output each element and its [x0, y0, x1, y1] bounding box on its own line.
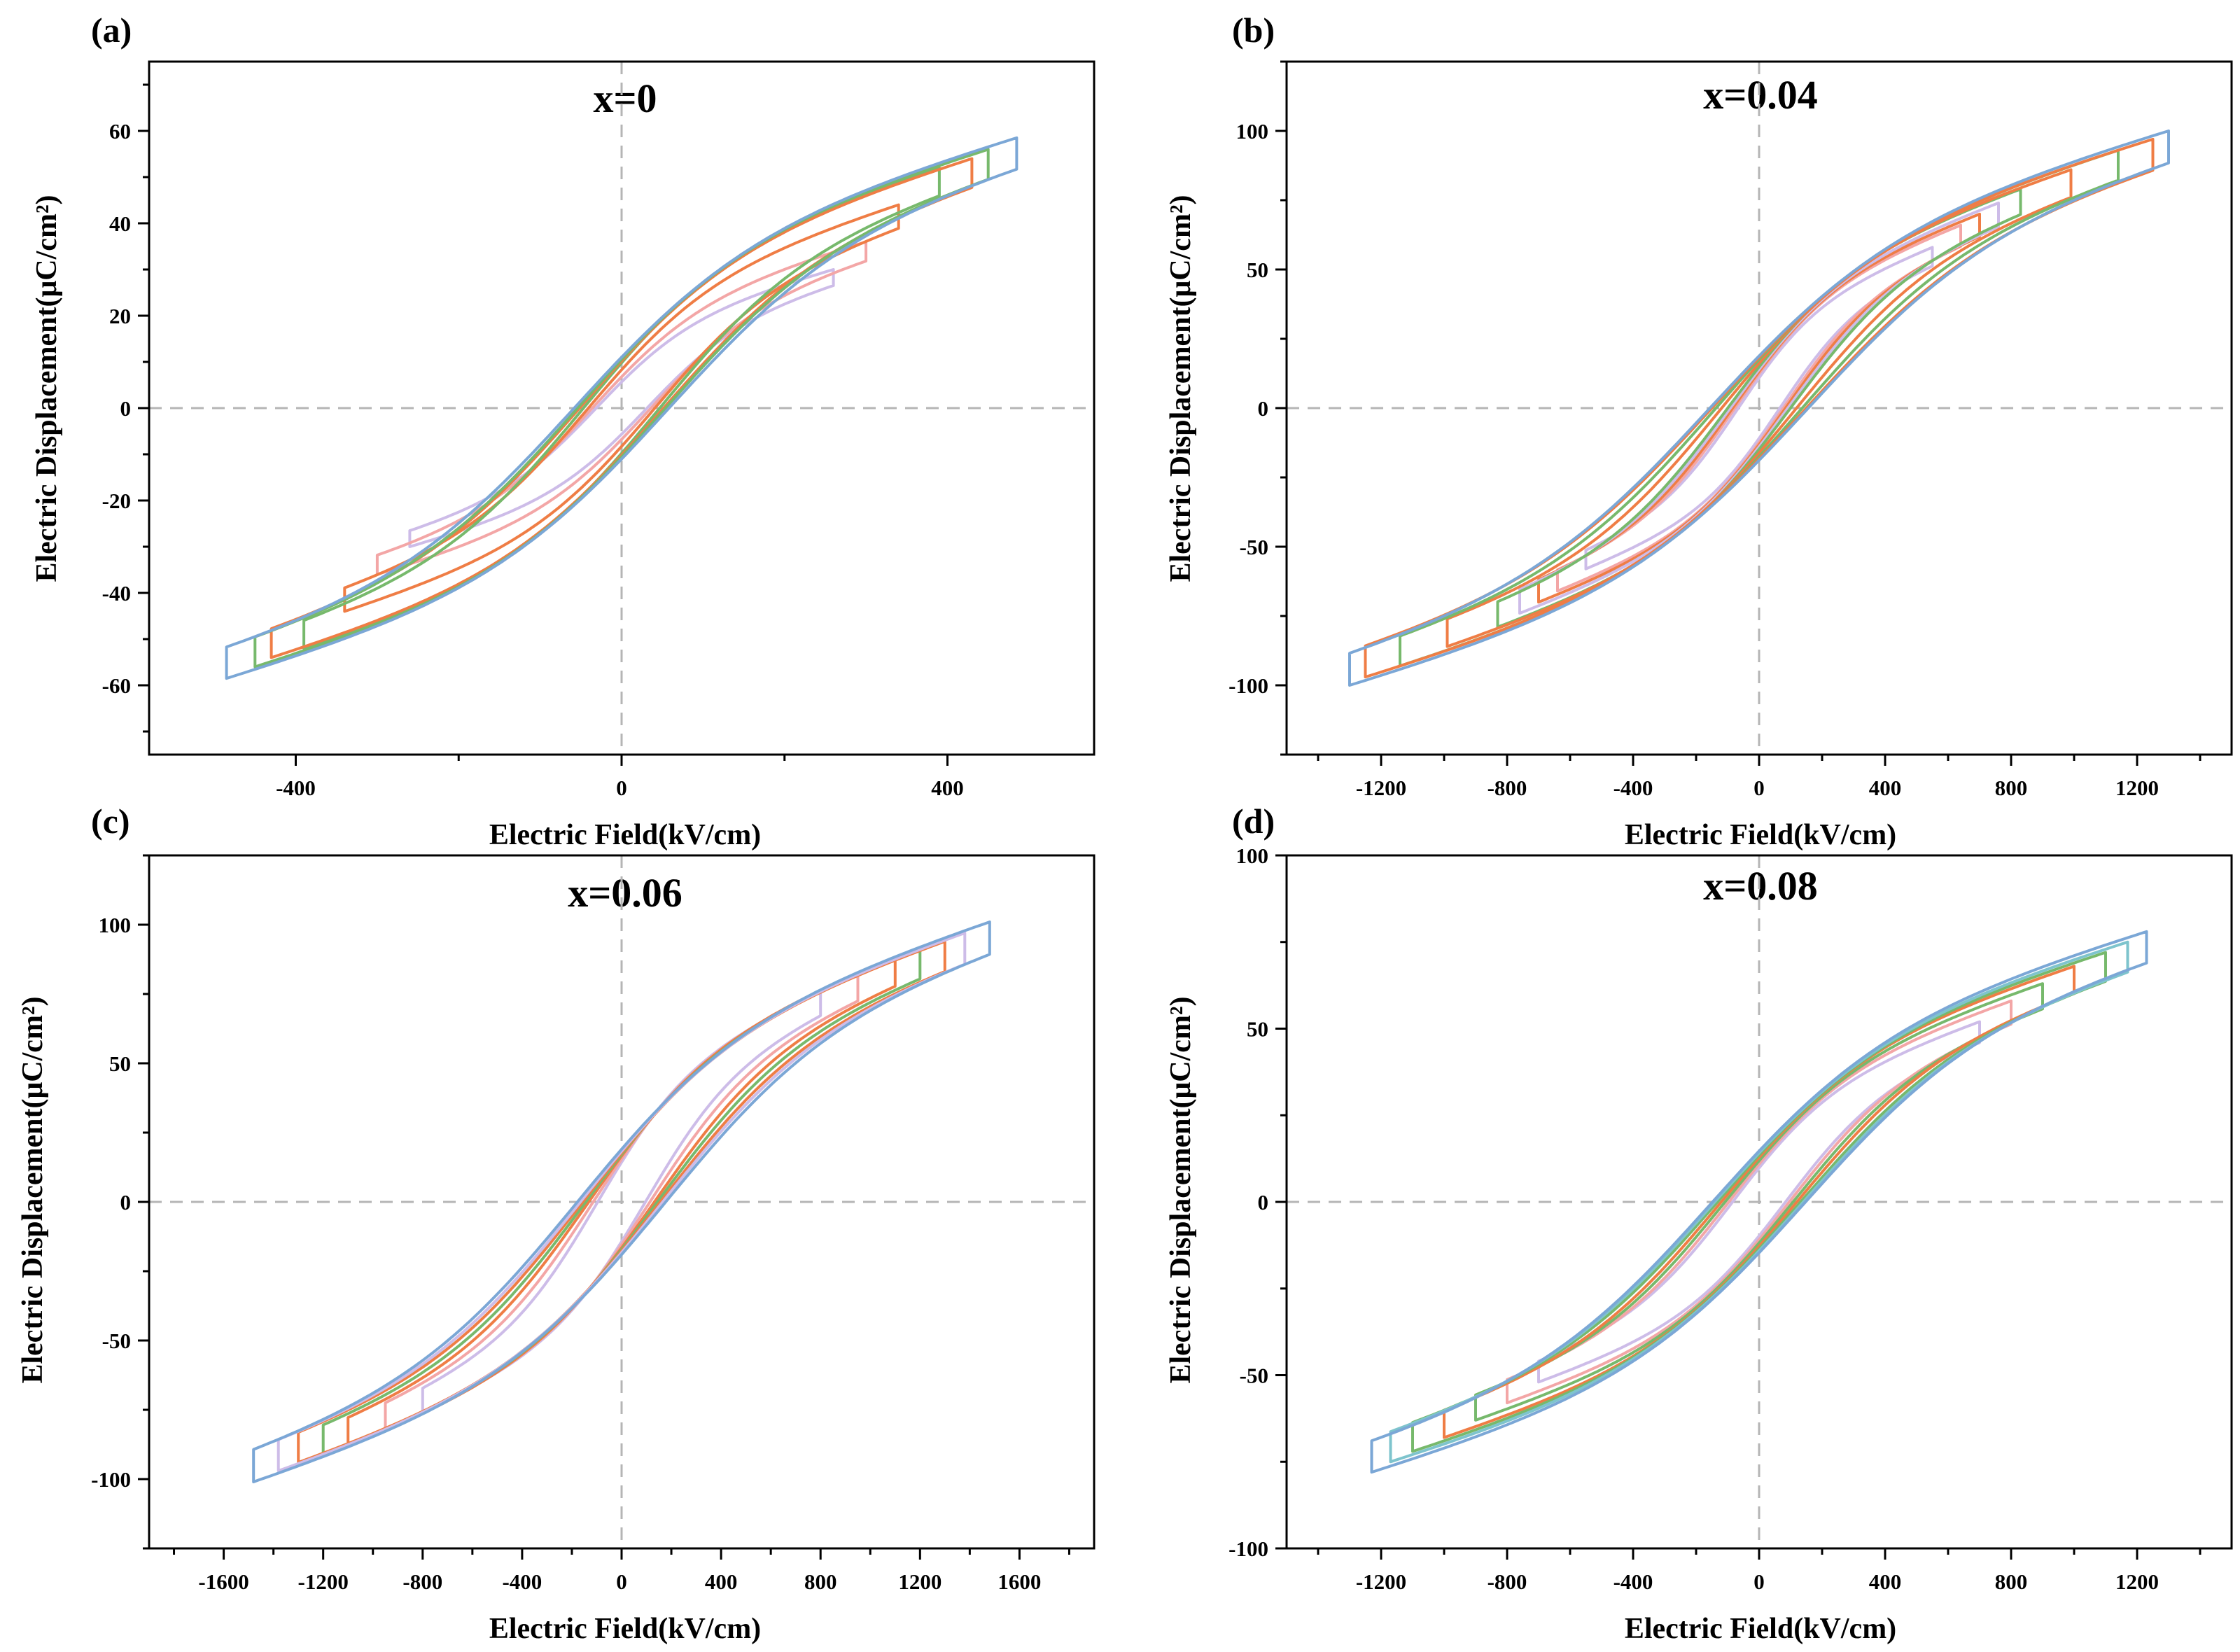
y-tick-label: 100	[99, 913, 132, 937]
x-axis-label: Electric Field(kV/cm)	[489, 819, 761, 851]
x-tick-label: -400	[1614, 776, 1653, 800]
panel-label: (a)	[91, 10, 132, 50]
x-tick-label: -1200	[1356, 776, 1406, 800]
x-tick-label: -800	[402, 1569, 442, 1594]
x-tick-label: -400	[502, 1569, 542, 1594]
x-tick-label: -1600	[198, 1569, 248, 1594]
series-loop-1	[1537, 1020, 1981, 1384]
x-tick-label: 800	[804, 1569, 837, 1594]
panel-title: x=0.04	[1703, 72, 1818, 118]
panel-label: (d)	[1232, 802, 1275, 841]
y-tick-label: -60	[102, 673, 131, 698]
y-tick-label: 50	[1247, 1017, 1268, 1042]
y-tick-label: 60	[109, 119, 131, 144]
y-tick-label: -50	[1240, 535, 1268, 559]
x-tick-label: 400	[705, 1569, 738, 1594]
panel-d: (d) x=0.08 Electric Field(kV/cm) Electri…	[1165, 802, 2233, 1645]
panel-a: (a) x=0 Electric Field(kV/cm) Electric D…	[31, 10, 1096, 851]
series-loop-7	[1370, 930, 2148, 1474]
y-tick-label: -100	[1228, 673, 1268, 698]
series-loop-2	[1506, 999, 2012, 1405]
y-tick-label: -20	[102, 489, 131, 513]
panel-label: (c)	[91, 802, 130, 841]
series-loop-9	[1348, 130, 2170, 687]
x-tick-label: 800	[1995, 776, 2028, 800]
x-tick-label: -400	[276, 776, 316, 800]
y-tick-label: 100	[1236, 119, 1269, 144]
x-axis-label: Electric Field(kV/cm)	[489, 1613, 761, 1645]
y-axis-label: Electric Displacement(μC/cm²)	[31, 195, 63, 582]
series-loop-5	[270, 157, 974, 659]
y-tick-label: -50	[1240, 1364, 1268, 1388]
x-tick-label: 0	[616, 1569, 627, 1594]
series-loop-7	[252, 920, 991, 1483]
x-tick-label: 1600	[997, 1569, 1041, 1594]
panel-label: (b)	[1232, 10, 1275, 50]
x-tick-label: 1200	[2115, 776, 2159, 800]
panel-title: x=0.06	[568, 870, 682, 916]
y-tick-label: 40	[109, 211, 131, 236]
y-axis-label: Electric Displacement(μC/cm²)	[1165, 195, 1197, 582]
y-tick-label: 0	[120, 396, 132, 421]
series-loop-1	[1584, 246, 1934, 570]
x-tick-label: 400	[1869, 1569, 1902, 1594]
y-axis-label: Electric Displacement(μC/cm²)	[1165, 996, 1197, 1383]
x-tick-label: 800	[1995, 1569, 2028, 1594]
panel-c: (c) x=0.06 Electric Field(kV/cm) Electri…	[17, 802, 1096, 1645]
y-tick-label: 0	[1258, 396, 1269, 421]
x-axis-label: Electric Field(kV/cm)	[1625, 1613, 1896, 1645]
x-tick-label: 1200	[2115, 1569, 2159, 1594]
panel-b: (b) x=0.04 Electric Field(kV/cm) Electri…	[1165, 10, 2233, 851]
x-tick-label: -800	[1488, 776, 1527, 800]
y-axis-label: Electric Displacement(μC/cm²)	[17, 996, 49, 1383]
y-tick-label: -40	[102, 581, 131, 606]
x-tick-label: -800	[1488, 1569, 1527, 1594]
panel-title: x=0.08	[1703, 863, 1818, 909]
x-tick-label: 400	[931, 776, 964, 800]
y-tick-label: -50	[102, 1329, 131, 1353]
y-tick-label: 100	[1236, 844, 1269, 868]
x-axis-label: Electric Field(kV/cm)	[1625, 819, 1896, 851]
plot-area: -1200 -800 -400 0 400 800 1200 -100 -50 0 50 100	[1228, 60, 2233, 800]
x-tick-label: -1200	[1356, 1569, 1406, 1594]
y-tick-label: 0	[1258, 1190, 1269, 1214]
x-tick-label: 0	[616, 776, 627, 800]
series-loop-7	[225, 136, 1018, 680]
y-tick-label: 20	[109, 304, 131, 328]
x-tick-label: 0	[1754, 776, 1765, 800]
y-tick-label: 50	[1247, 258, 1268, 282]
series-loop-3	[1474, 982, 2044, 1422]
plot-area: -1200 -800 -400 0 400 800 1200 -100 -50 0 50 100	[1228, 844, 2233, 1594]
x-tick-label: -1200	[298, 1569, 349, 1594]
y-tick-label: 0	[120, 1190, 132, 1214]
x-tick-label: 0	[1754, 1569, 1765, 1594]
y-tick-label: 50	[109, 1051, 131, 1076]
plot-area: -400 0 400 -60 -40 -20 0 20 40 60	[102, 60, 1096, 800]
plot-area: -1600 -1200 -800 -400 0 400 800 1200 1600 -100 -50…	[91, 854, 1096, 1594]
panel-title: x=0	[593, 76, 657, 121]
series-loop-6	[1389, 940, 2129, 1464]
x-tick-label: 400	[1869, 776, 1902, 800]
series-loop-3	[343, 203, 900, 613]
x-tick-label: -400	[1614, 1569, 1653, 1594]
x-tick-label: 1200	[898, 1569, 941, 1594]
y-tick-label: -100	[91, 1467, 131, 1492]
y-tick-label: -100	[1228, 1536, 1268, 1561]
